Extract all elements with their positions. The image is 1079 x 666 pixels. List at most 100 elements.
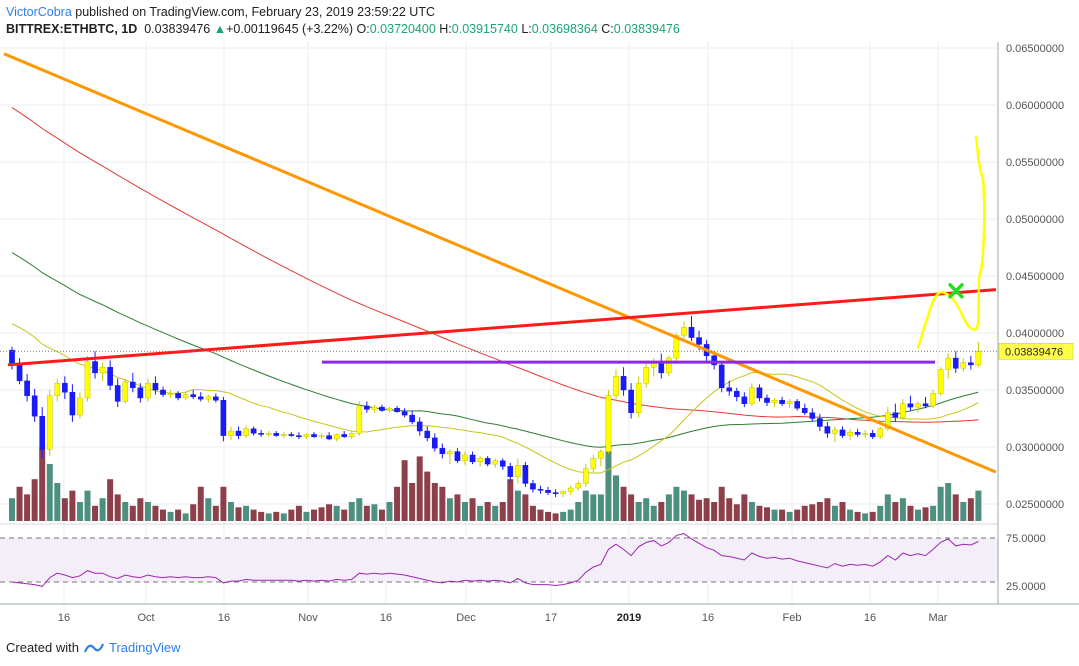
open-value: 0.03720400 bbox=[369, 22, 436, 36]
candle-body bbox=[537, 488, 544, 491]
volume-bar bbox=[877, 505, 884, 521]
volume-bar bbox=[318, 507, 325, 521]
footer: Created with TradingView bbox=[6, 640, 181, 655]
volume-bar bbox=[363, 505, 370, 521]
candle-body bbox=[530, 483, 536, 490]
candle-body bbox=[220, 400, 227, 436]
volume-bar bbox=[862, 513, 869, 521]
price-axis[interactable]: 0.06500000 0.06000000 0.05500000 0.05000000… bbox=[997, 42, 1074, 604]
volume-bar bbox=[220, 486, 227, 521]
candle-body bbox=[356, 405, 363, 434]
volume-bar bbox=[779, 509, 786, 521]
candle-body bbox=[333, 434, 340, 440]
volume-bar bbox=[167, 511, 174, 521]
volume-bar bbox=[190, 504, 197, 521]
volume-bar bbox=[92, 505, 99, 521]
candle-body bbox=[145, 382, 151, 399]
price-axis-label: 0.05000000 bbox=[1006, 214, 1064, 226]
volume-bar bbox=[469, 498, 476, 521]
candle-body bbox=[39, 416, 45, 450]
volume-bar bbox=[635, 502, 642, 521]
last-price: 0.03839476 bbox=[144, 22, 211, 36]
candle-body bbox=[341, 434, 348, 437]
volume-bar bbox=[922, 507, 929, 521]
time-axis-label: 2019 bbox=[617, 612, 641, 624]
price-axis-label: 0.04500000 bbox=[1006, 271, 1064, 283]
ascending-trendline bbox=[7, 288, 997, 367]
volume-bar bbox=[733, 504, 740, 521]
candle-body bbox=[24, 380, 30, 396]
candle-body bbox=[228, 430, 234, 436]
rsi-axis-label: 75.0000 bbox=[1006, 533, 1046, 545]
time-axis-label: 16 bbox=[702, 612, 714, 624]
volume-bar bbox=[605, 445, 612, 521]
candle-body bbox=[817, 418, 823, 427]
volume-bar bbox=[560, 511, 567, 521]
volume-bar bbox=[869, 511, 876, 521]
volume-bar bbox=[16, 486, 23, 521]
time-axis-label: Feb bbox=[783, 612, 802, 624]
candle-body bbox=[492, 460, 499, 465]
candle-body bbox=[462, 454, 468, 461]
candle-body bbox=[794, 401, 800, 409]
candle-body bbox=[31, 395, 38, 417]
volume-bar bbox=[107, 479, 114, 521]
tradingview-link[interactable]: TradingView bbox=[108, 640, 181, 655]
volume-bar bbox=[945, 483, 952, 521]
high-label: H: bbox=[439, 22, 452, 36]
candle-body bbox=[854, 431, 861, 435]
volume-bar bbox=[847, 509, 854, 521]
descending-trendline bbox=[3, 52, 997, 474]
candle-body bbox=[975, 351, 982, 366]
candle-body bbox=[915, 403, 921, 408]
candle-body bbox=[107, 367, 113, 386]
candle-body bbox=[175, 393, 181, 399]
candle-body bbox=[590, 458, 597, 469]
rsi-line bbox=[11, 533, 979, 587]
created-with-text: Created with bbox=[6, 640, 79, 655]
candle-body bbox=[197, 396, 204, 400]
candle-body bbox=[46, 395, 53, 450]
candle-body bbox=[432, 437, 438, 449]
time-axis-label: Nov bbox=[298, 612, 318, 624]
volume-bar bbox=[386, 502, 393, 521]
volume-bar bbox=[416, 456, 423, 521]
target-cross-icon bbox=[948, 283, 964, 299]
close-label: C: bbox=[601, 22, 614, 36]
volume-bar bbox=[545, 511, 552, 521]
tradingview-logo-icon bbox=[83, 643, 105, 652]
volume-bar bbox=[824, 498, 831, 521]
time-axis-label: 16 bbox=[218, 612, 230, 624]
candle-body bbox=[575, 483, 582, 489]
volume-bar bbox=[431, 483, 438, 521]
time-axis-label: 16 bbox=[864, 612, 876, 624]
last-price-tag bbox=[998, 343, 1074, 360]
volume-bar bbox=[899, 498, 906, 521]
price-axis-label: 0.06500000 bbox=[1006, 43, 1064, 55]
volume-bar bbox=[61, 498, 68, 521]
author-link[interactable]: VictorCobra bbox=[6, 5, 72, 19]
volume-bar bbox=[499, 502, 506, 521]
volume-bar bbox=[680, 490, 687, 521]
candle-body bbox=[515, 465, 521, 477]
candle-body bbox=[273, 433, 280, 436]
candle-body bbox=[454, 451, 461, 461]
last-price-tag-label: 0.03839476 bbox=[1005, 346, 1063, 358]
candle-body bbox=[213, 396, 219, 401]
time-axis[interactable]: 16 Oct 16 Nov 16 Dec 17 2019 16 Feb 16 Mar bbox=[0, 603, 1079, 624]
volume-bar bbox=[930, 505, 937, 521]
volume-bar bbox=[341, 509, 348, 521]
price-chart[interactable]: 0.06500000 0.06000000 0.05500000 0.05000000… bbox=[0, 0, 1079, 640]
symbol-header: BITTREX:ETHBTC, 1D 0.03839476 ▲+0.001196… bbox=[6, 22, 680, 36]
candle-body bbox=[711, 355, 717, 366]
volume-bar bbox=[650, 505, 657, 521]
rsi-axis-label: 25.0000 bbox=[1006, 581, 1046, 593]
volume-bar bbox=[9, 498, 15, 521]
volume-bar bbox=[665, 494, 672, 521]
ma-yellow-line bbox=[11, 323, 979, 474]
volume-bar bbox=[333, 505, 340, 521]
volume-bar bbox=[122, 502, 129, 521]
candle-body bbox=[718, 364, 725, 388]
candle-body bbox=[258, 433, 264, 435]
candle-body bbox=[847, 431, 853, 436]
